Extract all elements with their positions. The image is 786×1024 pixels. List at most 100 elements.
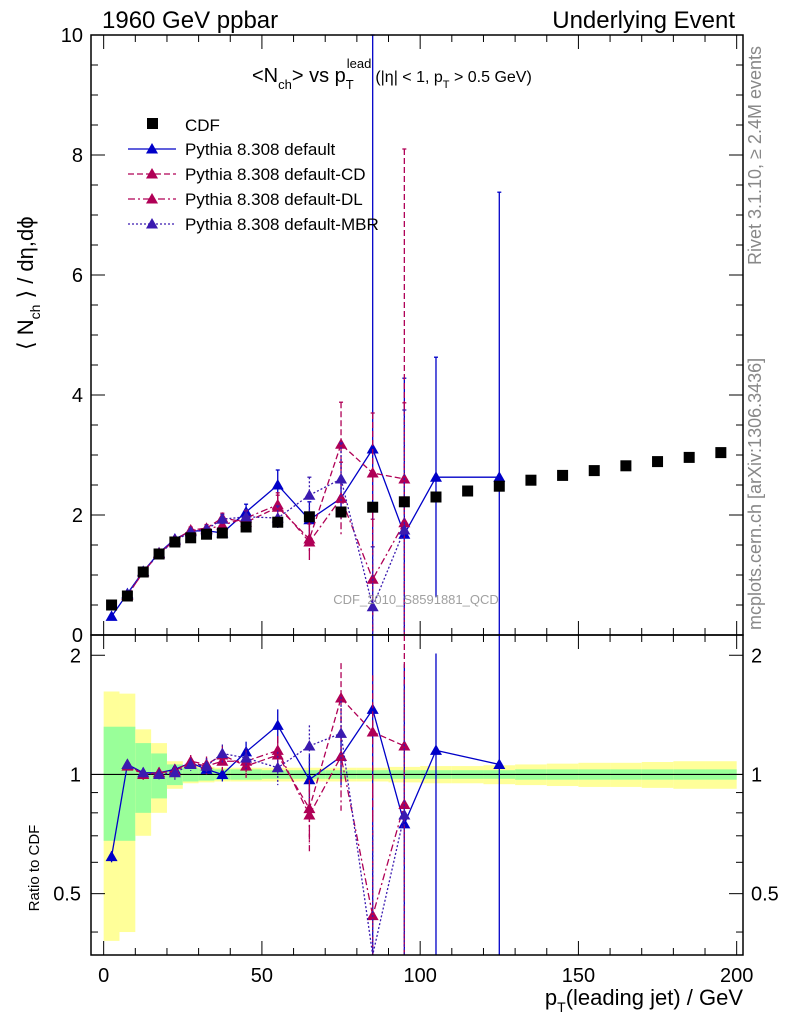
ratio-y-tick-label-right: 2 [751,645,762,667]
analysis-watermark: CDF_2010_S8591881_QCD [333,592,499,607]
ratio-marker [398,808,411,820]
ratio-marker [168,766,181,778]
cdf-data-point [557,469,569,481]
main-panel-series [105,34,506,635]
cdf-data-point [153,548,165,560]
y-tick-label: 4 [72,385,83,407]
ratio-y-tick-label: 1 [70,764,81,786]
legend: CDF Pythia 8.308 default Pythia 8.308 defa… [128,116,379,234]
ratio-marker [200,760,213,771]
legend-label: Pythia 8.308 default-CD [185,165,366,184]
cdf-data-point [683,451,695,463]
ratio-marker [105,850,118,862]
ratio-panel-series [105,635,506,956]
ratio-marker [366,726,379,737]
cdf-data-point [137,566,149,578]
ratio-stat-band [103,726,120,841]
legend-marker [146,193,158,204]
x-tick-label: 50 [251,965,273,987]
cdf-data-point [715,447,727,459]
ratio-marker [366,909,379,921]
ratio-marker [303,808,316,820]
y-axis-label: ⟨ Nch ⟩ / dη,dϕ [13,216,43,350]
cdf-data-point [303,511,315,523]
series-marker [366,573,379,584]
legend-label: Pythia 8.308 default-DL [185,190,363,209]
ratio-marker [429,744,442,755]
legend-label: Pythia 8.308 default-MBR [185,215,379,234]
x-tick-label: 200 [720,965,753,987]
ratio-marker [303,773,316,785]
y-tick-label: 0 [72,625,83,647]
x-axis-label: pT(leading jet) / GeV [545,985,743,1015]
mcplots-label: mcplots.cern.ch [arXiv:1306.3436] [745,358,765,630]
ratio-panel-uncertainty-bands [91,691,743,941]
cdf-data-point [462,485,474,497]
cdf-data-point [216,527,228,539]
ratio-y-tick-label-right: 0.5 [751,884,779,906]
ratio-y-tick-label: 2 [70,645,81,667]
series-marker [366,443,379,454]
ratio-marker [398,798,411,809]
ratio-stat-band [119,726,136,841]
series-marker [366,600,379,612]
cdf-data-point [620,460,632,472]
cdf-data-point [430,491,442,503]
ratio-marker [493,758,506,769]
legend-marker [146,168,158,179]
header-left: 1960 GeV ppbar [102,7,278,34]
series-marker [105,610,118,621]
ratio-marker [216,755,229,766]
series-line [126,443,405,596]
rivet-version-label: Rivet 3.1.10, ≥ 2.4M events [745,46,765,265]
cdf-data-point [493,480,505,492]
ratio-marker [153,768,166,779]
cdf-data-point [588,465,600,477]
cdf-data-point [240,521,252,533]
ratio-marker [184,758,197,769]
cdf-data-point [169,536,181,548]
series-marker [271,479,284,490]
ratio-line [110,707,500,857]
y-tick-label: 2 [72,505,83,527]
cdf-data-point [106,599,118,611]
series-marker [271,498,284,510]
ratio-marker [240,752,253,763]
series-marker [240,510,253,522]
ratio-y-axis-label: Ratio to CDF [26,825,43,912]
legend-label: Pythia 8.308 default [185,140,336,159]
cdf-data-point [652,456,664,468]
ratio-series-2 [121,679,411,955]
series-marker [216,513,229,524]
ratio-series-3 [121,684,411,956]
cdf-data-point [121,590,133,602]
series-marker [398,524,411,535]
ratio-marker [121,758,134,769]
ratio-marker [335,750,348,762]
x-tick-label: 0 [98,965,109,987]
chart-title: <Nch> vs pTlead(|η| < 1, pT > 0.5 GeV) [252,56,532,92]
cdf-data-point [201,528,213,540]
cdf-data-point [335,506,347,518]
y-tick-label: 8 [72,145,83,167]
y-tick-label: 6 [72,265,83,287]
cdf-data-point [525,474,537,486]
series-marker [493,471,506,482]
cdf-data-point [398,496,410,508]
ratio-marker [335,727,348,738]
legend-label-cdf: CDF [185,116,220,135]
legend-marker-cdf [147,118,158,129]
ratio-line [127,696,405,811]
series-marker [429,471,442,482]
ratio-marker [137,766,150,778]
y-tick-label: 10 [61,25,83,47]
series-marker [216,519,229,530]
ratio-marker [216,747,229,758]
ratio-y-tick-label: 0.5 [53,884,81,906]
x-tick-label: 150 [562,965,595,987]
ratio-marker [271,719,284,730]
ratio-marker [271,761,284,773]
series-marker [303,489,316,500]
